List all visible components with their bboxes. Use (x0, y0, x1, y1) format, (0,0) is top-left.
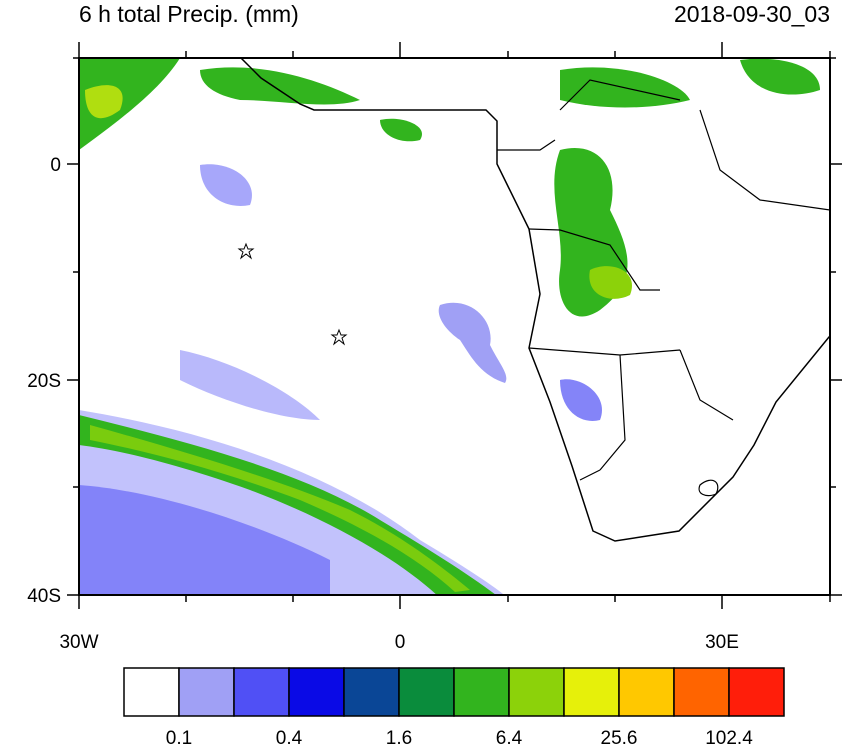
colorbar-box (673, 667, 730, 717)
precip-scatter (200, 164, 252, 206)
precip-south (79, 485, 330, 595)
colorbar-box (618, 667, 675, 717)
lon-label: 30W (59, 632, 98, 653)
lon-label: 0 (395, 632, 406, 653)
precip-fields (79, 58, 820, 595)
precip-nw-core (85, 85, 123, 119)
axis-labels: 0 20S 40S 30W 0 30E (27, 155, 739, 653)
colorbar-box (508, 667, 565, 717)
precip-gulf (380, 118, 422, 142)
colorbar-box (343, 667, 400, 717)
precip-atlantic (438, 302, 507, 383)
map-frame (78, 57, 831, 596)
title: 6 h total Precip. (mm) (79, 1, 299, 27)
coastline (239, 58, 830, 542)
colorbar-label: 6.4 (496, 728, 523, 749)
colorbar-box (178, 667, 235, 717)
lesotho (698, 479, 719, 497)
precip-guinea (200, 67, 360, 105)
colorbar-label: 0.4 (276, 728, 303, 749)
lat-label: 20S (27, 371, 61, 392)
precip-nw (79, 58, 180, 150)
precip-east (740, 58, 820, 95)
precip-congo-core (589, 266, 632, 299)
colorbar-label: 25.6 (601, 728, 638, 749)
colorbar-box (563, 667, 620, 717)
colorbar-label: 102.4 (705, 728, 753, 749)
station-star (237, 242, 255, 260)
map-content (79, 58, 830, 595)
precip-namibia (560, 379, 602, 421)
timestamp: 2018-09-30_03 (674, 1, 830, 27)
borders (497, 79, 830, 481)
colorbar-label: 1.6 (386, 728, 412, 749)
colorbar-box (123, 667, 180, 717)
lat-label: 0 (50, 155, 61, 176)
precip-scatter-2 (180, 350, 320, 420)
colorbar-box (398, 667, 455, 717)
colorbar-box (728, 667, 785, 717)
colorbar-label: 0.1 (166, 728, 192, 749)
station-star (330, 328, 348, 346)
precip-core (90, 425, 470, 592)
lon-label: 30E (705, 632, 739, 653)
lat-label: 40S (27, 586, 61, 607)
colorbar-box (233, 667, 290, 717)
colorbar: 0.1 0.4 1.6 6.4 25.6 102.4 (123, 667, 785, 749)
colorbar-box (453, 667, 510, 717)
ticks (67, 42, 842, 609)
colorbar-box (288, 667, 345, 717)
